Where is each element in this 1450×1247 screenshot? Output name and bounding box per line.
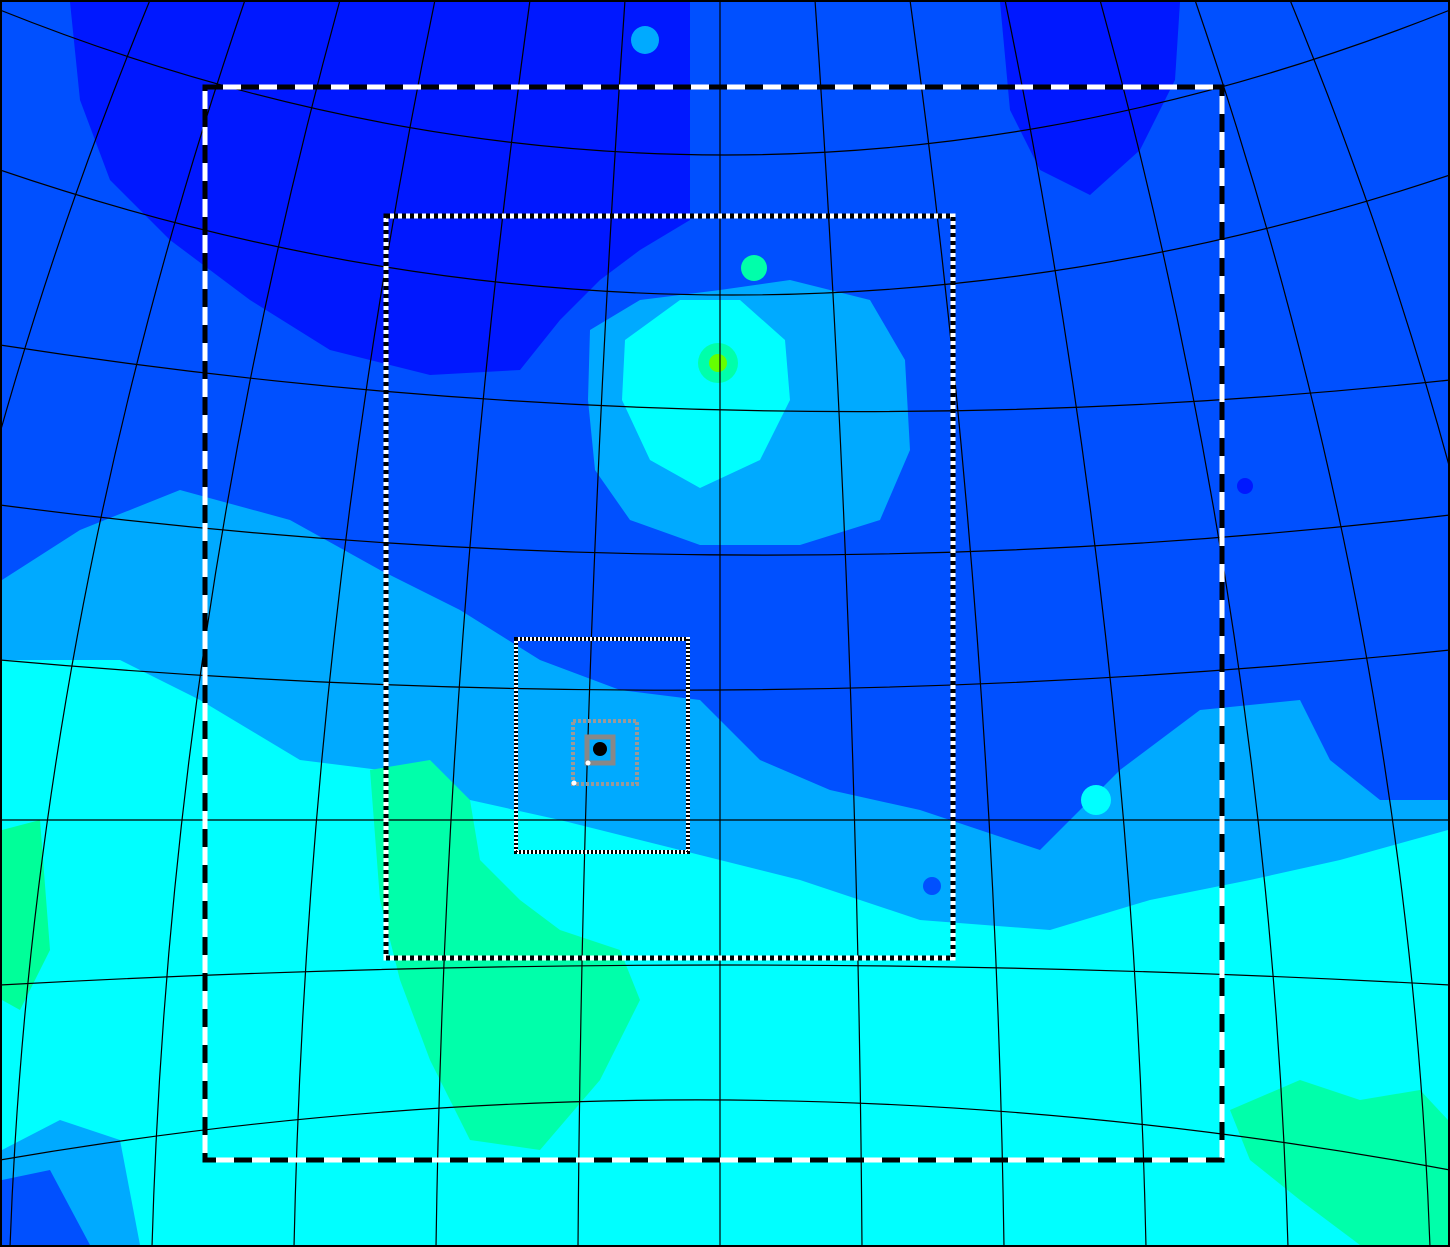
graticule-line (0, 344, 1450, 413)
graticule-line (1289, 0, 1450, 472)
cyan-region (622, 300, 790, 488)
crater (1237, 478, 1253, 494)
graticule-line (1194, 0, 1431, 1247)
graticule-line (1004, 0, 1147, 1247)
target (593, 742, 607, 756)
graticule-line (0, 1099, 1450, 1171)
graticule-line (293, 0, 436, 1247)
dark-region (1000, 2, 1180, 195)
green-region (1230, 1080, 1448, 1245)
graticule-line (1099, 0, 1289, 1247)
fifth-frame (584, 734, 616, 766)
graticule-line (151, 0, 341, 1247)
graticule-line (0, 504, 1450, 556)
graticule-line (909, 0, 1005, 1247)
cyan-region (2, 660, 1448, 1245)
green-region (2, 820, 50, 1010)
crater (631, 26, 659, 54)
peak (709, 354, 727, 372)
marker (571, 780, 577, 786)
graticule-line (814, 0, 863, 1247)
dark-region (70, 2, 690, 375)
graticule-line (0, 169, 1450, 296)
second-frame (383, 213, 956, 961)
graticule-line (435, 0, 531, 1247)
graticule-line (0, 964, 1450, 986)
graticule-line (9, 0, 246, 1247)
crater (1081, 785, 1111, 815)
green-region (370, 760, 640, 1150)
graticule-line (0, 0, 151, 436)
crater (741, 255, 767, 281)
third-frame (514, 637, 690, 854)
graticule-line (0, 649, 1450, 691)
crater (923, 877, 941, 895)
marker (585, 760, 591, 766)
graticule-line (577, 0, 626, 1247)
outer-frame (202, 84, 1225, 1163)
fourth-frame (571, 719, 639, 786)
base-region (2, 1170, 90, 1245)
